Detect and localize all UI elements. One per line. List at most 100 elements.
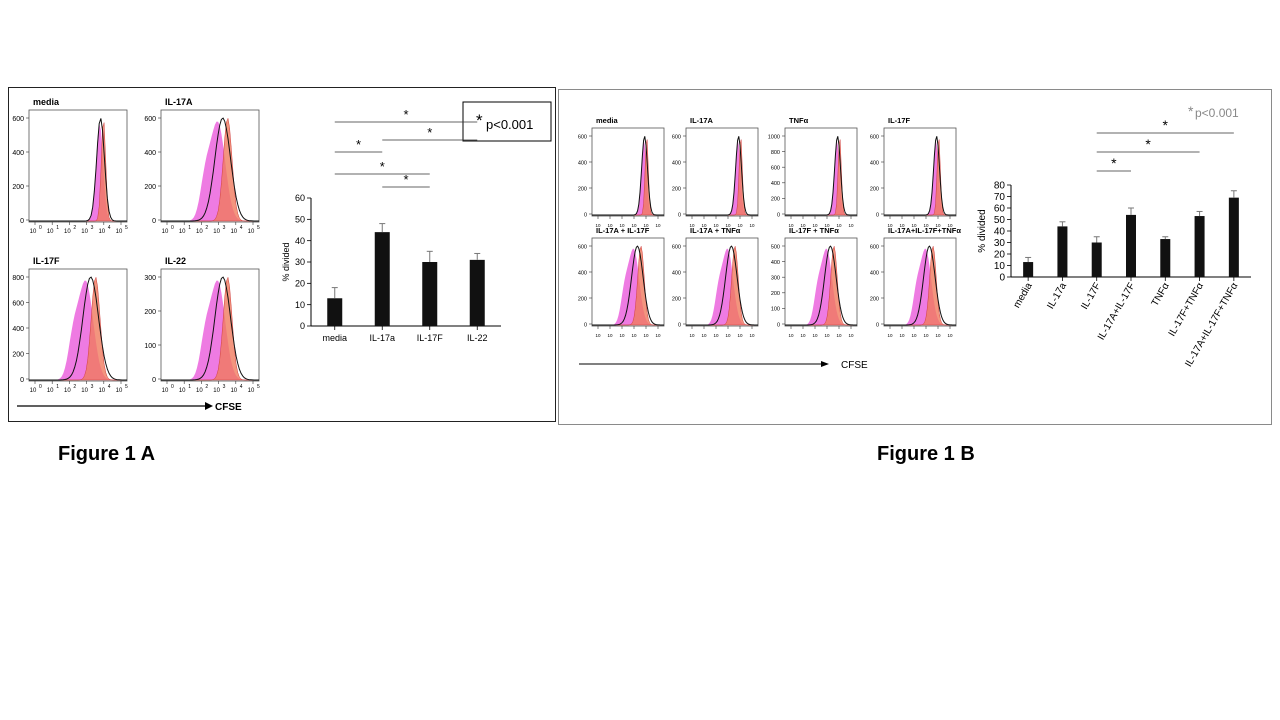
legend-text: p<0.001 [1195, 106, 1239, 120]
histogram-xtick-label: 10 [162, 229, 169, 235]
y-tick-label: 20 [295, 278, 305, 288]
histogram-xtick-label: 10 [116, 229, 123, 235]
y-axis-label: % divided [977, 209, 988, 252]
x-tick-label: IL-17A+IL-17F [1096, 281, 1138, 342]
histogram-ytick-label: 0 [678, 212, 681, 218]
y-tick-label: 30 [994, 238, 1006, 249]
histogram-ytick-label: 200 [870, 186, 879, 192]
figure-1a-caption: Figure 1 A [58, 443, 156, 465]
histogram-xtick-label: 10 [887, 223, 893, 228]
histogram-ytick-label: 600 [672, 134, 681, 140]
histogram-ytick-label: 400 [771, 181, 780, 187]
histogram-xtick-exponent: 4 [108, 225, 111, 231]
histogram-xtick-label: 10 [749, 223, 755, 228]
histogram-xtick-label: 10 [689, 333, 695, 338]
histogram-ytick-label: 0 [876, 322, 879, 328]
histogram-frame [591, 127, 665, 217]
cfse-arrow-head [205, 402, 213, 410]
histogram-xtick-label: 10 [81, 229, 88, 235]
histogram-il-17a-il-17f-tnf-: IL-17A+IL-17F+TNFα 0 200 400 600 10 10 10 10 10 10 [870, 226, 962, 338]
histogram-title: IL-17A + TNFα [690, 226, 741, 235]
histogram-ytick-label: 0 [876, 212, 879, 218]
histogram-xtick-label: 10 [836, 223, 842, 228]
histogram-xtick-label: 10 [947, 223, 953, 228]
y-tick-label: 10 [295, 300, 305, 310]
legend-text: p<0.001 [486, 117, 533, 132]
histogram-xtick-label: 10 [179, 229, 186, 235]
histogram-xtick-label: 10 [64, 229, 71, 235]
histogram-outline [592, 245, 664, 326]
y-tick-label: 50 [295, 214, 305, 224]
histogram-xtick-label: 10 [737, 223, 743, 228]
histogram-title: TNFα [789, 116, 809, 125]
histogram-xtick-label: 10 [655, 333, 661, 338]
histogram-xtick-exponent: 4 [108, 384, 111, 390]
legend-star: * [476, 111, 483, 130]
histogram-xtick-label: 10 [701, 223, 707, 228]
x-tick-label: TNFα [1150, 281, 1172, 309]
histogram-outline [161, 117, 259, 222]
cfse-axis-label: CFSE [215, 402, 242, 413]
x-tick-label: IL-17F [417, 333, 444, 343]
histogram-xtick-label: 10 [824, 333, 830, 338]
histogram-xtick-exponent: 2 [73, 225, 76, 231]
histogram-ytick-label: 100 [144, 343, 156, 350]
histogram-xtick-exponent: 0 [39, 384, 42, 390]
histogram-ytick-label: 200 [578, 186, 587, 192]
histogram-outline [592, 136, 664, 216]
figure-1a-svg: media0200400600100101102103104105IL-17A0… [12, 97, 552, 413]
histogram-title: media [596, 116, 619, 125]
histogram-xtick-label: 10 [800, 333, 806, 338]
histogram-ytick-label: 100 [771, 307, 780, 313]
legend-star: * [1188, 103, 1194, 119]
x-tick-label: IL-22 [467, 333, 488, 343]
significance-star: * [1145, 136, 1151, 152]
histogram-ytick-label: 0 [584, 322, 587, 328]
x-tick-label: media [1012, 281, 1035, 310]
histogram-xtick-label: 10 [923, 223, 929, 228]
histogram-xtick-exponent: 2 [205, 225, 208, 231]
histogram-xtick-exponent: 1 [188, 384, 191, 390]
y-tick-label: 80 [994, 181, 1006, 192]
histogram-magenta-fill [592, 248, 664, 325]
histogram-title: IL-17F + TNFα [789, 226, 839, 235]
histogram-ytick-label: 200 [12, 184, 24, 191]
significance-star: * [427, 125, 432, 140]
histogram-xtick-label: 10 [248, 388, 255, 394]
histogram-ytick-label: 0 [20, 218, 24, 225]
histogram-ytick-label: 300 [144, 275, 156, 282]
histogram-frame [784, 127, 858, 217]
y-tick-label: 30 [295, 257, 305, 267]
histogram-ytick-label: 200 [578, 296, 587, 302]
histogram-xtick-label: 10 [713, 223, 719, 228]
significance-legend-box [462, 101, 552, 142]
histogram-xtick-label: 10 [725, 223, 731, 228]
histogram-magenta-fill [884, 248, 956, 325]
histogram-xtick-exponent: 0 [39, 225, 42, 231]
histogram-xtick-label: 10 [230, 229, 237, 235]
histogram-ytick-label: 400 [870, 270, 879, 276]
histogram-ytick-label: 600 [144, 116, 156, 123]
cfse-arrow-head [821, 361, 829, 367]
bar [422, 262, 438, 326]
histogram-ytick-label: 0 [777, 322, 780, 328]
histogram-ytick-label: 400 [870, 160, 879, 166]
histogram-xtick-exponent: 2 [73, 384, 76, 390]
histogram-ytick-label: 200 [672, 296, 681, 302]
histogram-xtick-label: 10 [812, 223, 818, 228]
histogram-il-17a-il-17f: IL-17A + IL-17F 0 200 400 600 10 10 10 10 10 10 [578, 226, 665, 338]
histogram-ytick-label: 600 [12, 300, 24, 307]
histogram-magenta-fill [29, 280, 127, 380]
histogram-xtick-label: 10 [947, 333, 953, 338]
histogram-xtick-exponent: 1 [188, 225, 191, 231]
histogram-xtick-exponent: 2 [205, 384, 208, 390]
histogram-ytick-label: 400 [12, 150, 24, 157]
histogram-frame [28, 109, 128, 223]
bar [1160, 239, 1171, 277]
histogram-xtick-label: 10 [749, 333, 755, 338]
histogram-title: IL-22 [165, 256, 186, 266]
histogram-xtick-label: 10 [631, 223, 637, 228]
